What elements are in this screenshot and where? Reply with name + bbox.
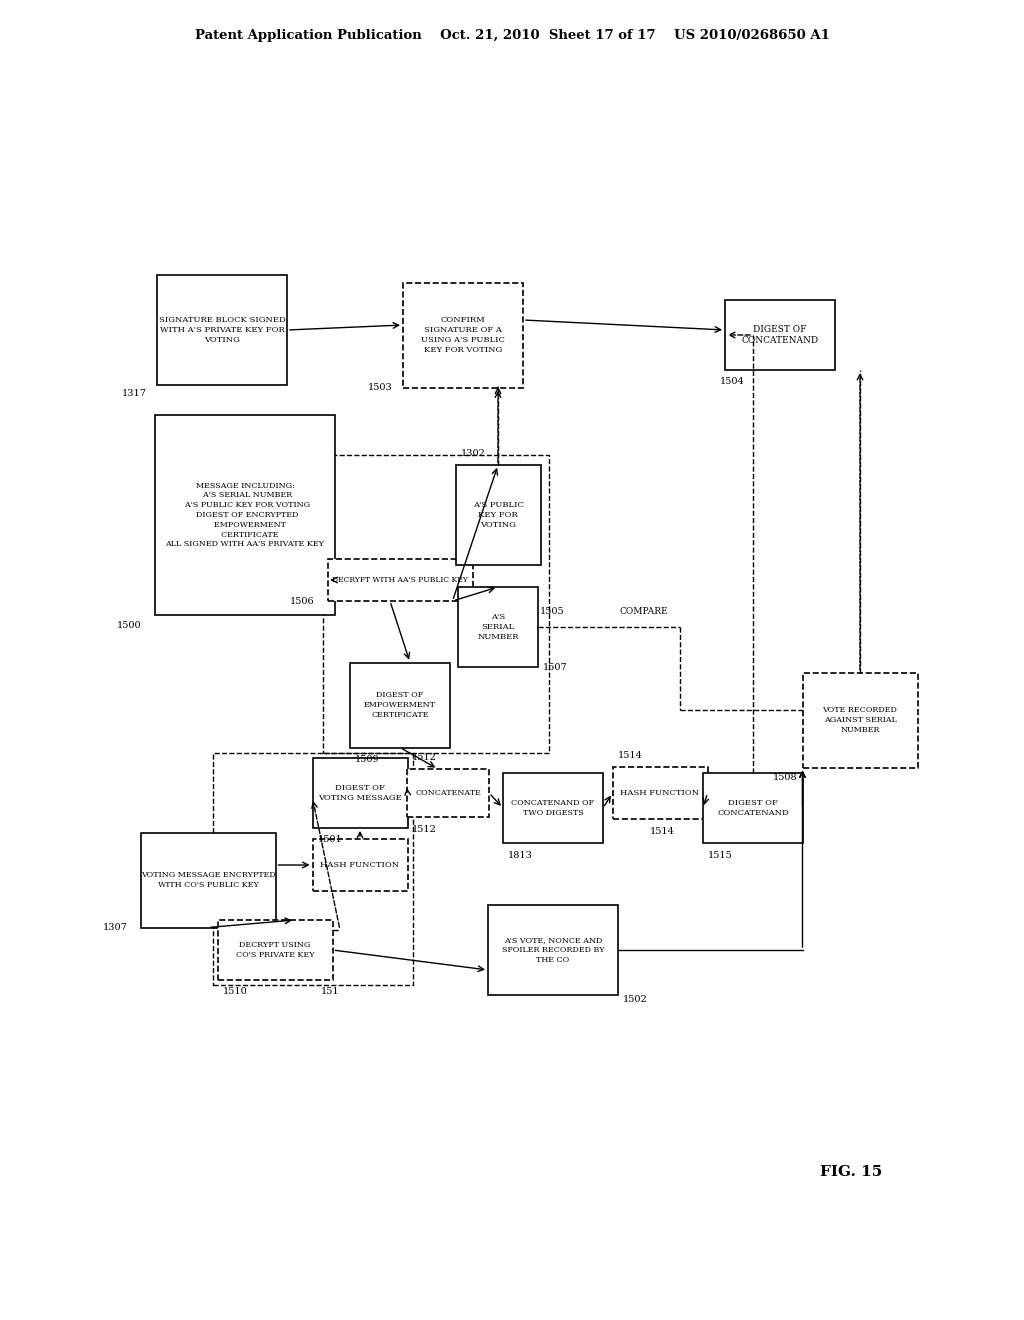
Bar [488, 906, 618, 995]
Text: DIGEST OF
CONCATENAND: DIGEST OF CONCATENAND [741, 325, 818, 345]
Bar [323, 455, 549, 752]
Text: A'S
SERIAL
NUMBER: A'S SERIAL NUMBER [477, 614, 519, 640]
Bar [155, 414, 335, 615]
Text: SIGNATURE BLOCK SIGNED
WITH A'S PRIVATE KEY FOR
VOTING: SIGNATURE BLOCK SIGNED WITH A'S PRIVATE … [159, 317, 286, 343]
Bar [612, 767, 708, 818]
Bar [217, 920, 333, 979]
Text: FIG. 15: FIG. 15 [820, 1166, 883, 1179]
Bar [312, 758, 408, 828]
Text: 1500: 1500 [117, 620, 141, 630]
Text: 1515: 1515 [708, 850, 733, 859]
Text: 1508: 1508 [772, 774, 797, 781]
Bar [140, 833, 275, 928]
Text: CONCATENAND OF
TWO DIGESTS: CONCATENAND OF TWO DIGESTS [511, 799, 595, 817]
Text: VOTE RECORDED
AGAINST SERIAL
NUMBER: VOTE RECORDED AGAINST SERIAL NUMBER [822, 706, 897, 734]
Text: HASH FUNCTION: HASH FUNCTION [621, 789, 699, 797]
Text: 1307: 1307 [102, 923, 127, 932]
Text: 1317: 1317 [122, 388, 147, 397]
Text: DIGEST OF
CONCATENAND: DIGEST OF CONCATENAND [717, 799, 788, 817]
Text: 1502: 1502 [623, 995, 648, 1005]
Bar [403, 282, 523, 388]
Text: DIGEST OF
EMPOWERMENT
CERTIFICATE: DIGEST OF EMPOWERMENT CERTIFICATE [364, 692, 436, 719]
Text: CONCATENATE: CONCATENATE [415, 789, 481, 797]
Bar [350, 663, 450, 747]
Text: DECRYPT USING
CO'S PRIVATE KEY: DECRYPT USING CO'S PRIVATE KEY [236, 941, 314, 958]
Bar [725, 300, 835, 370]
Text: 1514: 1514 [617, 751, 642, 759]
Text: VOTING MESSAGE ENCRYPTED
WITH CO'S PUBLIC KEY: VOTING MESSAGE ENCRYPTED WITH CO'S PUBLI… [140, 871, 275, 888]
Text: 1512: 1512 [412, 825, 437, 833]
Bar [803, 672, 918, 767]
Text: A'S PUBLIC
KEY FOR
VOTING: A'S PUBLIC KEY FOR VOTING [472, 502, 523, 529]
Text: 1302: 1302 [461, 449, 485, 458]
Text: 1509: 1509 [355, 755, 380, 764]
Text: 1501: 1501 [317, 836, 342, 845]
Text: 1512: 1512 [412, 752, 437, 762]
Text: 1514: 1514 [650, 826, 675, 836]
Bar [312, 840, 408, 891]
Bar [703, 774, 803, 843]
Text: 151: 151 [321, 987, 339, 997]
Text: MESSAGE INCLUDING:
  A'S SERIAL NUMBER
  A'S PUBLIC KEY FOR VOTING
  DIGEST OF E: MESSAGE INCLUDING: A'S SERIAL NUMBER A'S… [166, 482, 325, 548]
Text: DECRYPT WITH AA'S PUBLIC KEY: DECRYPT WITH AA'S PUBLIC KEY [332, 576, 468, 583]
Text: CONFIRM
SIGNATURE OF A
USING A'S PUBLIC
KEY FOR VOTING: CONFIRM SIGNATURE OF A USING A'S PUBLIC … [421, 317, 505, 354]
Text: COMPARE: COMPARE [620, 607, 669, 616]
Text: 1503: 1503 [368, 383, 393, 392]
Text: 1504: 1504 [720, 378, 744, 387]
Text: HASH FUNCTION: HASH FUNCTION [321, 861, 399, 869]
Text: A'S VOTE, NONCE AND
SPOILER RECORDED BY
THE CO: A'S VOTE, NONCE AND SPOILER RECORDED BY … [502, 936, 604, 964]
Text: DIGEST OF
VOTING MESSAGE: DIGEST OF VOTING MESSAGE [318, 784, 401, 801]
Bar [157, 275, 287, 385]
Text: 1506: 1506 [290, 597, 314, 606]
Bar [407, 770, 489, 817]
Bar [503, 774, 603, 843]
Text: 1510: 1510 [222, 987, 247, 997]
Bar [328, 558, 472, 601]
Text: 1505: 1505 [540, 607, 564, 616]
Text: Patent Application Publication    Oct. 21, 2010  Sheet 17 of 17    US 2010/02686: Patent Application Publication Oct. 21, … [195, 29, 829, 41]
Bar [458, 587, 538, 667]
Bar [213, 752, 413, 985]
Text: 1813: 1813 [508, 850, 532, 859]
Bar [456, 465, 541, 565]
Text: 1507: 1507 [543, 663, 567, 672]
